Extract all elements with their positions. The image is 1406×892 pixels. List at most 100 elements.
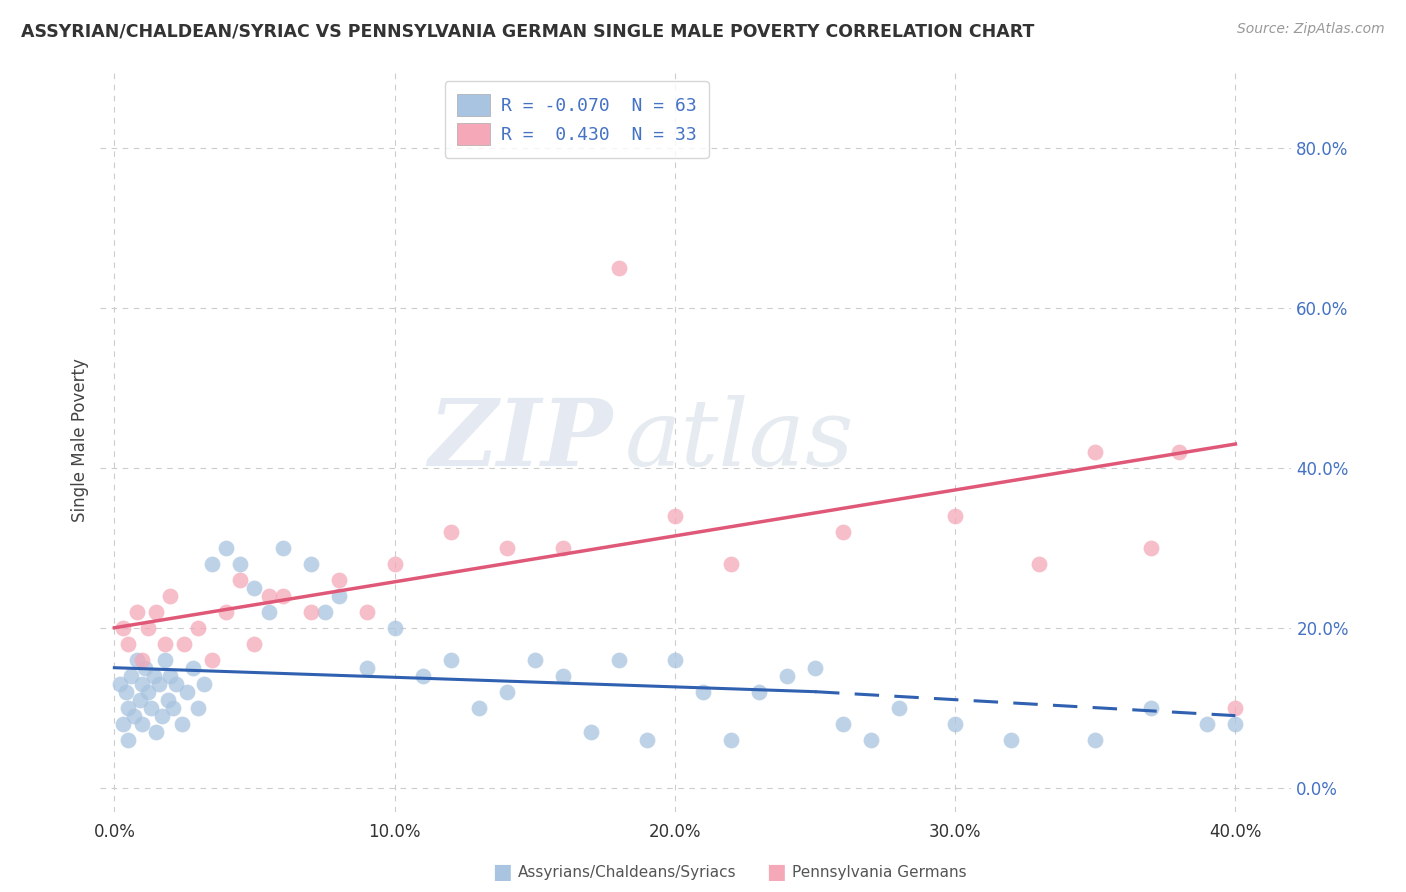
Point — [215, 605, 238, 619]
Point — [165, 676, 187, 690]
Point — [551, 541, 574, 555]
Point — [607, 261, 630, 276]
Point — [201, 653, 224, 667]
Point — [1028, 557, 1050, 571]
Point — [720, 557, 742, 571]
Point — [117, 637, 139, 651]
Point — [243, 581, 266, 595]
Point — [120, 669, 142, 683]
Point — [579, 724, 602, 739]
Point — [173, 637, 195, 651]
Point — [229, 573, 252, 587]
Point — [1084, 445, 1107, 459]
Text: ■: ■ — [492, 863, 512, 882]
Point — [117, 732, 139, 747]
Point — [215, 541, 238, 555]
Point — [495, 541, 517, 555]
Point — [356, 605, 378, 619]
Point — [139, 700, 162, 714]
Point — [384, 557, 406, 571]
Point — [193, 676, 215, 690]
Point — [440, 524, 463, 539]
Text: ASSYRIAN/CHALDEAN/SYRIAC VS PENNSYLVANIA GERMAN SINGLE MALE POVERTY CORRELATION : ASSYRIAN/CHALDEAN/SYRIAC VS PENNSYLVANIA… — [21, 22, 1035, 40]
Point — [150, 708, 173, 723]
Point — [111, 716, 134, 731]
Point — [523, 653, 546, 667]
Point — [692, 684, 714, 698]
Point — [131, 653, 153, 667]
Point — [176, 684, 198, 698]
Point — [943, 508, 966, 523]
Point — [664, 508, 686, 523]
Point — [162, 700, 184, 714]
Point — [832, 524, 855, 539]
Point — [111, 621, 134, 635]
Point — [1197, 716, 1219, 731]
Point — [181, 661, 204, 675]
Point — [1140, 541, 1163, 555]
Point — [134, 661, 156, 675]
Point — [1225, 700, 1247, 714]
Point — [145, 724, 167, 739]
Point — [314, 605, 336, 619]
Text: Assyrians/Chaldeans/Syriacs: Assyrians/Chaldeans/Syriacs — [517, 865, 735, 880]
Legend: R = -0.070  N = 63, R =  0.430  N = 33: R = -0.070 N = 63, R = 0.430 N = 33 — [444, 81, 709, 158]
Point — [1000, 732, 1022, 747]
Text: Source: ZipAtlas.com: Source: ZipAtlas.com — [1237, 22, 1385, 37]
Point — [1084, 732, 1107, 747]
Point — [142, 669, 165, 683]
Point — [271, 589, 294, 603]
Point — [748, 684, 770, 698]
Point — [467, 700, 489, 714]
Point — [384, 621, 406, 635]
Point — [148, 676, 170, 690]
Point — [187, 700, 209, 714]
Point — [122, 708, 145, 723]
Point — [125, 605, 148, 619]
Point — [145, 605, 167, 619]
Point — [356, 661, 378, 675]
Point — [328, 589, 350, 603]
Point — [412, 669, 434, 683]
Point — [153, 637, 176, 651]
Point — [159, 669, 181, 683]
Point — [257, 589, 280, 603]
Point — [943, 716, 966, 731]
Point — [860, 732, 883, 747]
Point — [108, 676, 131, 690]
Y-axis label: Single Male Poverty: Single Male Poverty — [72, 358, 89, 522]
Point — [125, 653, 148, 667]
Point — [131, 676, 153, 690]
Point — [664, 653, 686, 667]
Point — [117, 700, 139, 714]
Point — [551, 669, 574, 683]
Point — [271, 541, 294, 555]
Point — [170, 716, 193, 731]
Text: ■: ■ — [766, 863, 786, 882]
Point — [720, 732, 742, 747]
Point — [187, 621, 209, 635]
Point — [1225, 716, 1247, 731]
Point — [201, 557, 224, 571]
Point — [832, 716, 855, 731]
Point — [887, 700, 910, 714]
Point — [1140, 700, 1163, 714]
Point — [153, 653, 176, 667]
Text: ZIP: ZIP — [429, 395, 613, 485]
Point — [776, 669, 799, 683]
Point — [440, 653, 463, 667]
Point — [299, 605, 322, 619]
Text: atlas: atlas — [624, 395, 853, 485]
Point — [257, 605, 280, 619]
Point — [495, 684, 517, 698]
Point — [114, 684, 136, 698]
Point — [299, 557, 322, 571]
Point — [136, 684, 159, 698]
Point — [131, 716, 153, 731]
Point — [128, 692, 150, 706]
Point — [229, 557, 252, 571]
Text: Pennsylvania Germans: Pennsylvania Germans — [792, 865, 966, 880]
Point — [804, 661, 827, 675]
Point — [636, 732, 658, 747]
Point — [243, 637, 266, 651]
